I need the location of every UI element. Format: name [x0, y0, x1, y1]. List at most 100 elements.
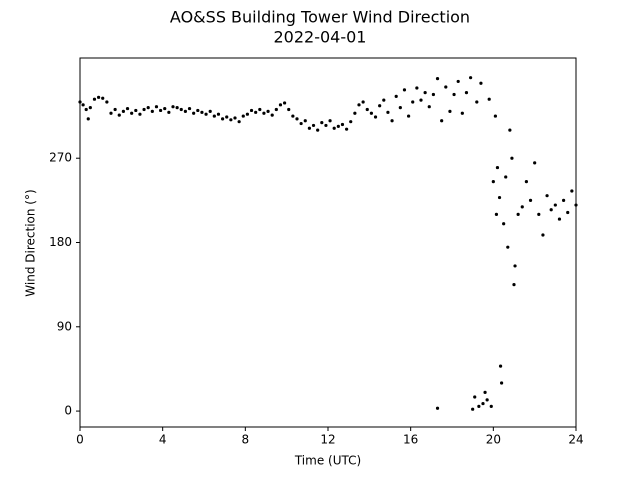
data-point	[485, 398, 489, 402]
data-point	[324, 123, 328, 128]
data-point	[357, 103, 361, 107]
data-point	[340, 122, 345, 127]
data-point	[81, 103, 85, 107]
data-point	[549, 208, 553, 212]
x-tick-label: 16	[403, 433, 418, 447]
x-axis-label: Time (UTC)	[294, 454, 361, 468]
data-point	[495, 165, 500, 170]
data-point	[382, 98, 386, 102]
data-point	[167, 110, 171, 114]
data-point	[524, 180, 529, 184]
x-tick-label: 4	[159, 433, 167, 447]
data-point	[254, 110, 258, 114]
data-point	[390, 119, 394, 123]
data-point	[469, 76, 473, 80]
data-point	[204, 112, 208, 116]
data-point	[494, 212, 499, 217]
data-point	[557, 217, 562, 221]
data-point	[283, 101, 287, 105]
data-point	[508, 128, 512, 132]
data-point	[291, 114, 295, 118]
data-point	[233, 116, 237, 120]
data-point	[493, 114, 497, 118]
data-point	[311, 123, 316, 128]
data-point	[262, 111, 266, 115]
data-point	[84, 107, 88, 112]
data-point	[229, 118, 233, 122]
data-point	[86, 117, 90, 121]
data-point	[225, 115, 229, 119]
x-tick-label: 24	[568, 433, 583, 447]
data-point	[336, 124, 340, 128]
data-point	[361, 100, 365, 104]
data-point	[249, 108, 254, 113]
data-point	[448, 109, 452, 113]
x-tick-label: 20	[486, 433, 501, 447]
data-point	[435, 77, 440, 81]
data-point	[237, 120, 241, 124]
data-point	[175, 106, 179, 110]
data-point	[500, 381, 504, 385]
y-axis-label: Wind Direction (°)	[24, 189, 38, 296]
data-point	[287, 107, 291, 112]
x-tick-label: 8	[242, 433, 250, 447]
data-point	[512, 283, 516, 287]
data-point	[130, 111, 134, 115]
data-point	[163, 106, 167, 111]
data-point	[477, 404, 481, 408]
data-point	[502, 222, 506, 226]
data-point	[452, 92, 456, 97]
data-point	[109, 111, 113, 115]
data-point	[179, 107, 183, 112]
data-point	[481, 401, 485, 406]
data-point	[221, 117, 225, 121]
data-point	[411, 100, 415, 104]
data-point	[241, 114, 245, 118]
data-point	[245, 112, 249, 116]
data-point	[541, 233, 545, 237]
data-point	[456, 79, 460, 84]
data-point	[562, 198, 566, 202]
data-point	[427, 105, 431, 109]
data-point	[154, 105, 159, 109]
data-point	[208, 109, 212, 113]
data-point	[192, 111, 196, 115]
data-point	[498, 364, 503, 368]
data-point	[349, 120, 353, 124]
data-point	[386, 110, 390, 114]
data-point	[78, 100, 82, 104]
data-point	[471, 407, 475, 411]
data-point	[533, 161, 537, 165]
data-point	[171, 105, 175, 109]
y-tick-label: 270	[49, 151, 72, 165]
data-point	[183, 109, 187, 113]
data-point	[369, 111, 373, 115]
data-point	[545, 194, 549, 198]
data-point	[435, 406, 440, 410]
data-point	[316, 128, 320, 132]
data-point	[299, 121, 303, 126]
data-point	[150, 109, 154, 113]
data-point	[520, 205, 524, 209]
data-point	[328, 119, 332, 123]
data-point	[483, 390, 487, 394]
data-point	[88, 106, 92, 110]
chart-subtitle: 2022-04-01	[274, 28, 367, 47]
data-point	[212, 114, 216, 118]
data-point	[105, 100, 109, 104]
data-point	[278, 103, 283, 107]
data-point	[345, 127, 349, 131]
data-point	[159, 108, 163, 113]
x-tick-label: 12	[320, 433, 335, 447]
data-point	[142, 107, 146, 112]
data-point	[266, 109, 270, 113]
data-point	[464, 91, 469, 95]
data-point	[506, 245, 510, 249]
data-point	[444, 85, 448, 89]
data-point	[332, 126, 336, 130]
data-point	[97, 95, 101, 99]
data-point	[117, 113, 121, 117]
data-point	[487, 97, 491, 101]
data-point	[553, 203, 557, 207]
data-point	[138, 112, 142, 116]
